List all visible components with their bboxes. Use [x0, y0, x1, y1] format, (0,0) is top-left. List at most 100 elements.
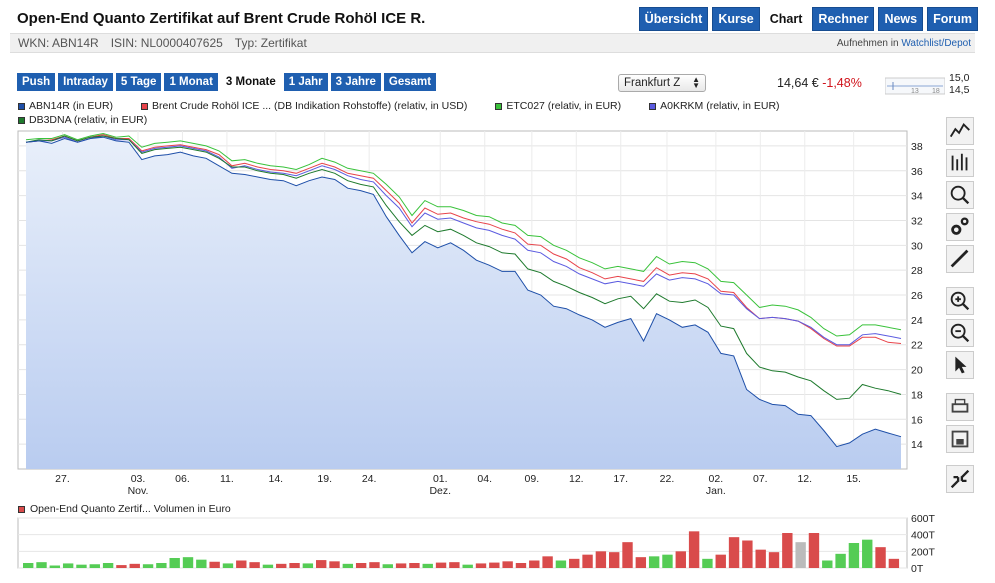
volume-y-tick-label: 600T — [911, 513, 936, 525]
nav-tab-forum[interactable]: Forum — [927, 7, 978, 31]
volume-bar — [622, 542, 633, 568]
line-chart-icon[interactable] — [946, 117, 974, 145]
zoom-out-icon[interactable] — [946, 319, 974, 347]
info-bar: WKN: ABN14R ISIN: NL0000407625 Typ: Zert… — [10, 33, 975, 53]
volume-bar — [662, 554, 673, 568]
x-tick-label: 01. — [433, 473, 448, 485]
x-tick-label: 09. — [525, 473, 540, 485]
x-tick-label: 14. — [269, 473, 284, 485]
nav-tab-kurse[interactable]: Kurse — [712, 7, 760, 31]
volume-bar — [768, 552, 780, 568]
nav-tab--bersicht[interactable]: Übersicht — [638, 7, 709, 31]
ohlc-chart-icon[interactable] — [946, 149, 974, 177]
nav-tab-news[interactable]: News — [878, 7, 924, 31]
x-tick-label: 22. — [660, 473, 675, 485]
shrink-icon[interactable] — [946, 465, 974, 493]
volume-bar — [782, 533, 793, 568]
x-tick-label: 19. — [317, 473, 332, 485]
print-icon[interactable] — [946, 393, 974, 421]
mini-scale-low: 14,5 — [949, 84, 970, 96]
x-tick-label: 07. — [753, 473, 768, 485]
period-button-gesamt[interactable]: Gesamt — [383, 73, 437, 91]
zoom-chart-icon[interactable] — [946, 181, 974, 209]
period-button-intraday[interactable]: Intraday — [58, 73, 113, 91]
volume-bar — [116, 565, 127, 568]
y-tick-label: 14 — [911, 439, 923, 451]
volume-bar — [49, 565, 61, 568]
volume-bar — [555, 560, 567, 568]
period-button-1-jahr[interactable]: 1 Jahr — [283, 73, 328, 91]
volume-bar — [875, 547, 886, 568]
volume-bar — [609, 552, 620, 568]
legend-item-a0krkm[interactable]: A0KRKM (relativ, in EUR) — [649, 100, 780, 112]
volume-bar — [888, 558, 900, 568]
volume-bar — [795, 542, 806, 568]
legend-item-db3dna[interactable]: DB3DNA (relativ, in EUR) — [18, 114, 147, 126]
y-tick-label: 38 — [911, 141, 923, 153]
period-button-1-monat[interactable]: 1 Monat — [164, 73, 218, 91]
volume-bar — [715, 554, 726, 568]
pointer-icon[interactable] — [946, 351, 974, 379]
legend-swatch — [649, 102, 657, 110]
volume-bar — [196, 559, 207, 568]
volume-bar — [582, 554, 593, 568]
series-line-0 — [25, 136, 902, 448]
volume-bar — [542, 556, 553, 568]
y-tick-label: 16 — [911, 414, 923, 426]
legend-swatch — [141, 102, 149, 110]
period-button-push[interactable]: Push — [17, 73, 56, 91]
y-tick-label: 24 — [911, 315, 923, 327]
legend-item-etc027[interactable]: ETC027 (relativ, in EUR) — [495, 100, 621, 112]
volume-legend-label: Open-End Quanto Zertif... Volumen in Eur… — [30, 503, 231, 515]
y-tick-label: 30 — [911, 240, 923, 252]
volume-bar — [262, 564, 274, 568]
nav-tab-rechner[interactable]: Rechner — [812, 7, 875, 31]
volume-bar — [76, 564, 87, 568]
volume-legend: Open-End Quanto Zertif... Volumen in Eur… — [18, 503, 231, 515]
volume-bar — [862, 539, 873, 568]
mini-scale-labels: 15,0 14,5 — [949, 72, 969, 96]
volume-bar — [489, 562, 500, 568]
volume-bar — [222, 563, 234, 568]
save-icon[interactable] — [946, 425, 974, 453]
period-button-3-jahre[interactable]: 3 Jahre — [330, 73, 381, 91]
mini-tick-13: 13 — [911, 88, 919, 95]
period-button-3-monate[interactable]: 3 Monate — [220, 73, 281, 91]
volume-bar — [182, 557, 194, 568]
series-line-4 — [25, 135, 902, 400]
x-tick-label: 04. — [477, 473, 492, 485]
exchange-select[interactable]: Frankfurt Z ▲ ▼ — [618, 74, 706, 92]
nav-tab-chart[interactable]: Chart — [763, 7, 809, 31]
volume-bar — [702, 558, 713, 568]
watchlist-link[interactable]: Watchlist/Depot — [901, 37, 971, 49]
volume-bar — [635, 557, 647, 568]
x-tick-label: 03. — [131, 473, 146, 485]
series-line-2 — [25, 132, 902, 337]
mini-range-slider[interactable]: 13 18 — [885, 76, 945, 96]
volume-bar — [835, 553, 846, 568]
exchange-value: Frankfurt Z — [624, 77, 681, 89]
volume-bar — [342, 563, 354, 568]
page-title: Open-End Quanto Zertifikat auf Brent Cru… — [17, 10, 426, 27]
series-line-3 — [25, 135, 902, 346]
y-tick-label: 18 — [911, 389, 923, 401]
volume-bar — [395, 563, 407, 568]
zoom-in-icon[interactable] — [946, 287, 974, 315]
y-tick-label: 26 — [911, 290, 923, 302]
type-label: Typ: Zertifikat — [234, 36, 307, 50]
volume-bar — [409, 563, 420, 568]
y-tick-label: 32 — [911, 215, 923, 227]
volume-bar — [236, 560, 247, 568]
volume-bar — [102, 563, 114, 568]
legend-item-brent[interactable]: Brent Crude Rohöl ICE ... (DB Indikation… — [141, 100, 467, 112]
x-tick-label: 06. — [175, 473, 190, 485]
volume-swatch — [18, 505, 25, 513]
period-button-5-tage[interactable]: 5 Tage — [115, 73, 162, 91]
volume-bar — [742, 540, 753, 568]
legend-item-abn14r[interactable]: ABN14R (in EUR) — [18, 100, 113, 112]
settings-icon[interactable] — [946, 213, 974, 241]
draw-line-icon[interactable] — [946, 245, 974, 273]
x-tick-label: 12. — [797, 473, 812, 485]
